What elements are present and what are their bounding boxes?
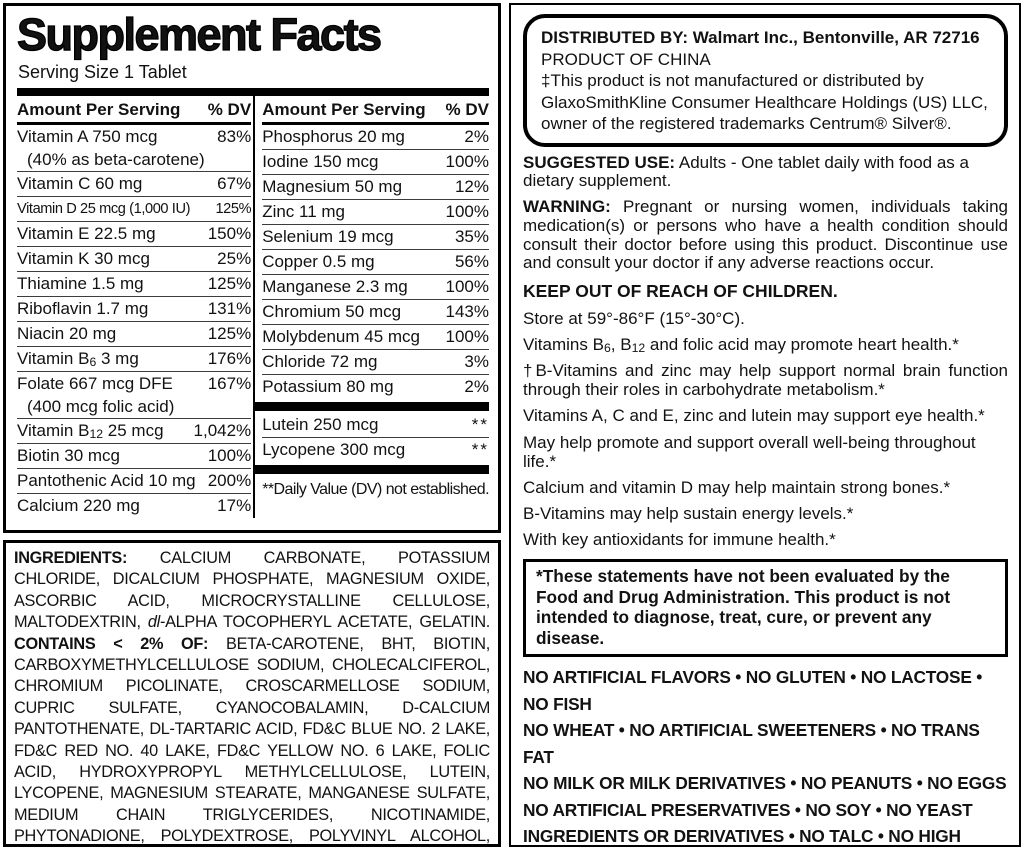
nutrient-rows-right: Phosphorus 20 mg 2% Iodine 150 mcg 100% Magn… xyxy=(262,125,489,399)
amount-per-serving-header: Amount Per Serving xyxy=(262,100,426,119)
health-claim: Calcium and vitamin D may help maintain … xyxy=(523,477,951,497)
claims-list: Store at 59°-86°F (15°-30°C). Vitamins B… xyxy=(523,308,1008,550)
health-claim: Vitamins A, C and E, zinc and lutein may… xyxy=(523,406,985,426)
nutrient-row: Vitamin D 25 mcg (1,000 IU) 125% xyxy=(17,197,252,222)
free-from-line: NO ARTIFICIAL PRESERVATIVES • NO SOY • N… xyxy=(523,799,973,847)
free-from-list: NO ARTIFICIAL FLAVORS • NO GLUTEN • NO L… xyxy=(523,664,1008,847)
right-panel: DISTRIBUTED BY: Walmart Inc., Bentonvill… xyxy=(509,3,1021,847)
nutrient-row: Vitamin C 60 mg 67% xyxy=(17,172,252,197)
left-panel: Supplement Facts Serving Size 1 Tablet A… xyxy=(3,3,501,847)
nutrient-row: Iodine 150 mcg 100% xyxy=(262,150,489,175)
ingredients-label: INGREDIENTS: xyxy=(14,549,128,567)
distributed-by-label: DISTRIBUTED BY: xyxy=(541,28,689,47)
product-origin: PRODUCT OF CHINA xyxy=(541,49,711,69)
nutrient-table: Amount Per Serving % DV Vitamin A 750 mc… xyxy=(17,96,490,518)
warning-label: WARNING: xyxy=(523,197,611,217)
ingredients-box: INGREDIENTS: CALCIUM CARBONATE, POTASSIU… xyxy=(3,540,501,847)
nutrient-row: Chloride 72 mg 3% xyxy=(262,350,489,375)
health-claim: Vitamins B6, B12 and folic acid may prom… xyxy=(523,335,959,356)
distributor-box: DISTRIBUTED BY: Walmart Inc., Bentonvill… xyxy=(523,14,1008,147)
nutrient-rows-left: Vitamin A 750 mcg 83% (40% as beta-caroten… xyxy=(17,125,252,518)
health-claim: †B-Vitamins and zinc may help support no… xyxy=(523,361,1008,400)
dv-header: % DV xyxy=(207,100,252,119)
nutrient-row: Riboflavin 1.7 mg 131% xyxy=(17,297,252,322)
nutrient-row: Lutein 250 mcg ** xyxy=(262,413,489,438)
supplement-facts-box: Supplement Facts Serving Size 1 Tablet A… xyxy=(3,3,501,533)
nutrient-column-left: Amount Per Serving % DV Vitamin A 750 mc… xyxy=(17,96,252,518)
suggested-use-label: SUGGESTED USE: xyxy=(523,152,676,172)
ingredients-segment: -ALPHA TOCOPHERYL ACETATE, GELATIN. xyxy=(160,613,490,632)
serving-size: Serving Size 1 Tablet xyxy=(18,62,187,82)
ingredients-text: INGREDIENTS: CALCIUM CARBONATE, POTASSIU… xyxy=(14,548,490,846)
ingredients-segment: CALCIUM CARBONATE, POTASSIUM CHLORIDE, D… xyxy=(14,549,490,632)
nutrient-row: Vitamin B12 25 mcg 1,042% xyxy=(17,419,252,444)
free-from-line: NO WHEAT • NO ARTIFICIAL SWEETENERS • NO… xyxy=(523,720,980,767)
column-header-right: Amount Per Serving % DV xyxy=(262,96,489,125)
free-from-line: NO MILK OR MILK DERIVATIVES • NO PEANUTS… xyxy=(523,773,1007,794)
nutrient-row: Vitamin B6 3 mg 176% xyxy=(17,347,252,372)
column-header-left: Amount Per Serving % DV xyxy=(17,96,252,125)
nutrient-row: Zinc 11 mg 100% xyxy=(262,200,489,225)
warning-text: Pregnant or nursing women, individuals t… xyxy=(523,197,1008,273)
thick-divider-bar xyxy=(255,465,489,474)
fda-disclaimer-text: *These statements have not been evaluate… xyxy=(536,566,951,648)
nutrient-row: Vitamin E 22.5 mg 150% xyxy=(17,222,252,247)
contains-label: CONTAINS < 2% OF: xyxy=(14,634,209,653)
ingredients-segment: BETA-CAROTENE, BHT, BIOTIN, CARBOXYMETHY… xyxy=(14,634,490,846)
nutrient-row: Potassium 80 mg 2% xyxy=(262,377,489,396)
thick-divider-bar xyxy=(17,88,489,96)
nutrient-row: Manganese 2.3 mg 100% xyxy=(262,275,489,300)
nutrient-row: Selenium 19 mcg 35% xyxy=(262,225,489,250)
nutrient-row: Niacin 20 mg 125% xyxy=(17,322,252,347)
distributor-address: Walmart Inc., Bentonville, AR 72716 xyxy=(688,28,980,47)
dv-header: % DV xyxy=(445,100,489,119)
ingredients-italic-dl: dl xyxy=(147,613,160,632)
amount-per-serving-header: Amount Per Serving xyxy=(17,100,181,119)
distributor-line: DISTRIBUTED BY: Walmart Inc., Bentonvill… xyxy=(541,27,990,49)
dv-footnote: **Daily Value (DV) not established. xyxy=(262,481,489,498)
nutrient-row: Molybdenum 45 mcg 100% xyxy=(262,325,489,350)
health-claim: With key antioxidants for immune health.… xyxy=(523,530,836,550)
nutrient-row: Copper 0.5 mg 56% xyxy=(262,250,489,275)
storage-instruction: Store at 59°-86°F (15°-30°C). xyxy=(523,308,745,328)
free-from-line: NO ARTIFICIAL FLAVORS • NO GLUTEN • NO L… xyxy=(523,667,983,714)
trademark-disclaimer: ‡This product is not manufactured or dis… xyxy=(541,71,988,133)
nutrient-row: Chromium 50 mcg 143% xyxy=(262,300,489,325)
nutrient-row: Pantothenic Acid 10 mg 200% xyxy=(17,469,252,494)
nutrient-row: Phosphorus 20 mg 2% xyxy=(262,125,489,150)
keep-out-of-reach: KEEP OUT OF REACH OF CHILDREN. xyxy=(523,281,838,302)
nutrient-row: Folate 667 mcg DFE 167% (400 mcg folic aci… xyxy=(17,372,252,419)
supplement-facts-title: Supplement Facts xyxy=(16,9,382,60)
nutrient-row: Lycopene 300 mcg ** xyxy=(262,440,489,459)
fda-disclaimer-box: *These statements have not been evaluate… xyxy=(523,559,1008,658)
suggested-use: SUGGESTED USE: Adults - One tablet daily… xyxy=(523,152,1008,192)
nutrient-row: Vitamin K 30 mcg 25% xyxy=(17,247,252,272)
nutrient-row: Vitamin A 750 mcg 83% (40% as beta-caroten… xyxy=(17,125,252,172)
health-claim: May help promote and support overall wel… xyxy=(523,432,976,471)
nutrient-rows-no-dv: Lutein 250 mcg ** Lycopene 300 mcg ** xyxy=(262,413,489,462)
nutrient-row: Magnesium 50 mg 12% xyxy=(262,175,489,200)
thick-divider-bar xyxy=(255,402,489,411)
health-claim: B-Vitamins may help sustain energy level… xyxy=(523,504,854,524)
warning: WARNING: Pregnant or nursing women, indi… xyxy=(523,197,1008,273)
nutrient-row: Calcium 220 mg 17% xyxy=(17,496,252,515)
nutrient-row: Biotin 30 mcg 100% xyxy=(17,444,252,469)
nutrient-column-right: Amount Per Serving % DV Phosphorus 20 mg… xyxy=(253,96,490,518)
nutrient-row: Thiamine 1.5 mg 125% xyxy=(17,272,252,297)
suggested-use-text: Adults - One tablet daily with food as a… xyxy=(523,152,969,191)
